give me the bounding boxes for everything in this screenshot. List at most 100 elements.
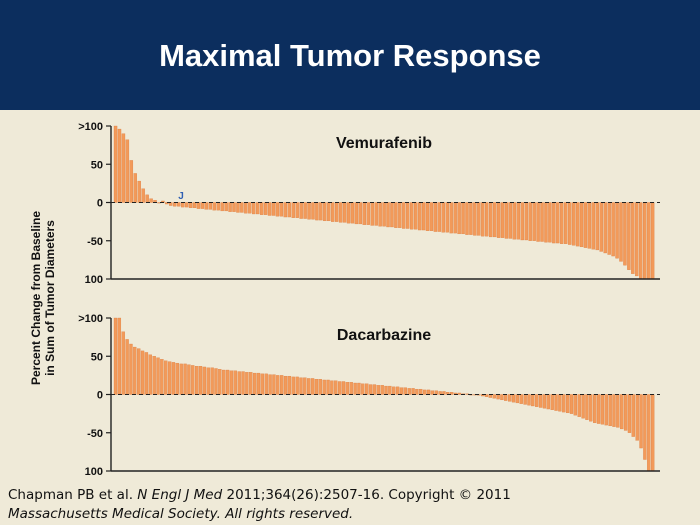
chart-bar [204,202,209,210]
chart-bar [133,346,137,395]
chart-bar [160,359,164,395]
chart-bar [500,394,504,401]
chart-bar [236,202,240,213]
chart-bar [600,394,605,425]
chart-bar [338,202,343,223]
chart-bar [241,371,245,395]
chart-bar [593,394,597,423]
chart-bar [295,376,299,395]
chart-bar [342,202,347,223]
chart-bar [319,202,323,221]
chart-bar [133,173,137,203]
chart-bar [544,202,548,243]
chart-bar [156,357,160,395]
chart-bar [390,202,394,228]
chart-bar [349,382,353,395]
chart-bar [295,202,299,218]
chart-bar [411,388,415,395]
chart-bar [532,202,536,241]
chart-bar [407,388,411,395]
chart-bar [646,202,651,280]
chart-bar [496,202,501,238]
chart-bar [615,202,619,259]
chart-bar [334,202,339,222]
chart-bar [508,394,512,402]
chart-bar [374,202,378,226]
chart-bar [192,202,197,208]
chart-bar [263,202,268,215]
chart-bar [604,394,608,426]
chart-bar [430,390,435,395]
chart-bar [608,394,612,427]
chart-bar [519,394,523,404]
chart-bar [368,384,373,395]
chart-bar [370,202,374,226]
chart-bar [228,202,232,212]
chart-bar [358,202,363,225]
chart-bar [511,394,516,403]
chart-bar [323,202,327,222]
chart-bar [623,394,628,431]
chart-bar [635,394,639,441]
chart-bar [558,394,562,412]
chart-bar [567,202,572,245]
chart-bar [591,202,596,250]
charts-area: >100 50 0 -50 100 Vemurafenib J >100 50 0 -50 100 Da… [29,121,660,478]
chart-bar [577,394,581,417]
chart-bar [252,372,257,395]
chart-bar [611,202,615,257]
chart-bar [425,202,430,231]
chart-bar [113,125,118,203]
chart-bar [426,389,431,395]
chart-bar [619,202,623,262]
chart-bar [202,366,207,395]
chart-bar [208,202,213,210]
chart-bar [245,372,249,395]
chart-bar [280,375,284,395]
chart-bar [631,202,635,274]
chart-bar [307,378,311,395]
chart-bar [473,202,477,236]
chart-bar [240,202,244,213]
chart-bar [334,380,338,395]
chart-bar [643,394,647,460]
panel-title: Dacarbazine [337,327,431,344]
chart-bar [515,394,520,404]
chart-bar [244,202,248,214]
chart-bar [378,202,382,227]
chart-bar [535,394,539,407]
chart-bar [469,202,473,235]
chart-bar [392,386,396,395]
chart-bar [322,379,326,395]
chart-bar [148,354,152,395]
chart-bar [639,202,643,280]
chart-bar [639,394,643,449]
chart-bar [399,387,404,395]
chart-bar [326,379,330,395]
chart-bar [141,188,145,203]
chart-bar [402,202,406,229]
chart-bar [492,202,497,238]
chart-bar [603,202,607,254]
y-tick-label: 0 [97,198,103,210]
chart-bar [453,202,457,234]
chart-bar [386,202,390,228]
chart-bar [271,202,276,216]
chart-bar [362,202,367,225]
chart-bar [283,202,288,218]
y-tick-label: >100 [78,121,103,133]
chart-bar [449,202,453,234]
chart-bar [183,363,187,395]
chart-bar [315,202,319,221]
chart-bar [627,394,632,433]
chart-bar [331,202,335,222]
citation-journal: N Engl J Med [137,487,223,503]
chart-bar [556,202,560,244]
chart-bar [585,394,589,420]
chart-bar [173,202,177,207]
chart-bar [279,202,284,217]
chart-bar [542,394,547,409]
chart-bar [117,128,122,203]
y-tick-label: 50 [91,351,103,363]
chart-bar [191,365,195,395]
